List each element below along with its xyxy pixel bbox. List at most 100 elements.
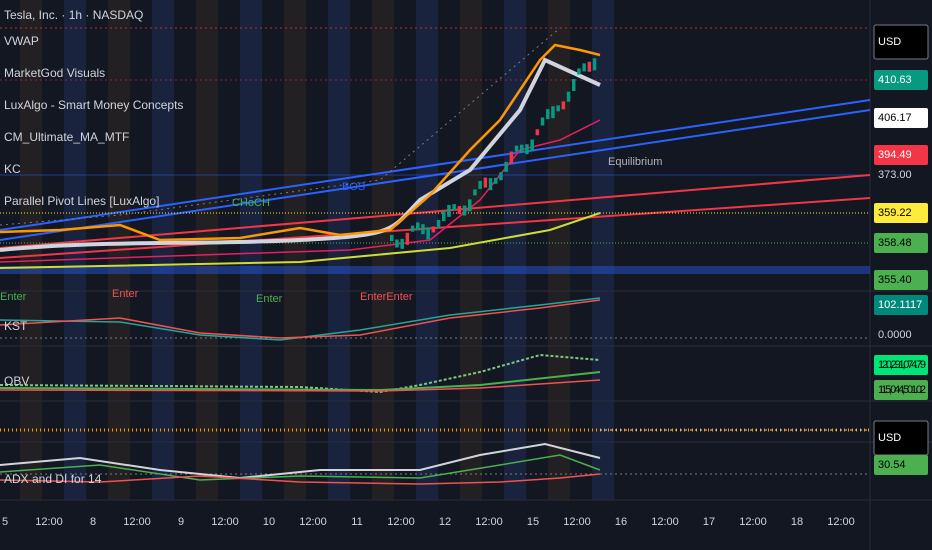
price-tag-box xyxy=(874,325,928,345)
price-tag: 373.00 xyxy=(878,169,912,181)
candle xyxy=(577,68,581,75)
candle xyxy=(566,91,571,102)
price-tag-box xyxy=(873,24,929,60)
legend-label: Parallel Pivot Lines [LuxAlgo] xyxy=(4,194,159,208)
candle xyxy=(457,206,462,215)
candle xyxy=(592,58,597,71)
annotation: Equilibrium xyxy=(608,156,662,168)
candle xyxy=(421,224,425,235)
price-tag: 120,291,074.79 xyxy=(878,359,926,371)
candle xyxy=(478,180,482,189)
time-label: 12:00 xyxy=(35,516,63,528)
price-tag-box xyxy=(874,355,928,375)
price-tag: 406.17 xyxy=(878,112,912,124)
candle xyxy=(520,144,524,153)
candle xyxy=(410,225,415,232)
legend-label: LuxAlgo - Smart Money Concepts xyxy=(4,98,183,112)
candle xyxy=(561,101,566,110)
time-label: 12 xyxy=(439,516,451,528)
pane-label: KST xyxy=(4,319,28,333)
adx-lines xyxy=(0,442,870,485)
indicator-legend: VWAP MarketGod Visuals LuxAlgo - Smart Mon… xyxy=(4,34,183,486)
time-label: 12:00 xyxy=(827,516,855,528)
candle xyxy=(416,222,420,231)
time-label: 11 xyxy=(351,516,362,528)
price-tag-box xyxy=(874,108,928,128)
time-label: 18 xyxy=(791,516,803,528)
candle xyxy=(535,129,540,136)
stripe xyxy=(592,0,614,500)
price-tag-box xyxy=(874,165,928,185)
time-label: 12:00 xyxy=(475,516,503,528)
signal-labels: Enter EnterEnter EnterEnter xyxy=(0,288,413,305)
price-tag-box xyxy=(874,203,928,223)
stripe xyxy=(196,0,218,500)
time-axis: 5 12:00 8 12:00 9 12:00 10 12:00 11 12:00 12 12:00 1… xyxy=(2,516,855,528)
candle xyxy=(400,238,404,249)
stripe xyxy=(504,0,526,500)
price-tag-box xyxy=(874,295,928,315)
candle xyxy=(556,105,560,112)
stripe xyxy=(548,0,570,500)
time-label: 12:00 xyxy=(123,516,151,528)
stripe xyxy=(152,0,174,500)
candle xyxy=(473,189,477,196)
candle xyxy=(483,177,488,188)
price-tag-box xyxy=(874,145,928,165)
price-tag: 0.0000 xyxy=(878,329,912,341)
time-label: 12:00 xyxy=(299,516,327,528)
time-label: 12:00 xyxy=(387,516,415,528)
candle xyxy=(462,205,467,216)
legend-label: KC xyxy=(4,162,21,176)
price-axis: USD 410.63 406.17 394.49 373.00 359.22 358.48 3… xyxy=(873,24,929,475)
stripe xyxy=(372,0,394,500)
candles xyxy=(390,58,597,249)
candle xyxy=(509,151,514,164)
price-tag: 355.40 xyxy=(878,274,912,286)
time-label: 10 xyxy=(263,516,275,528)
annotation: BOS xyxy=(342,181,365,193)
candle xyxy=(405,232,410,245)
pane-label: ADX and DI for 14 xyxy=(4,472,102,486)
candle xyxy=(452,204,456,211)
time-label: 8 xyxy=(90,516,96,528)
candle xyxy=(572,78,576,91)
price-tag: 358.48 xyxy=(878,237,912,249)
time-label: 16 xyxy=(615,516,627,528)
price-tag-box xyxy=(874,455,928,475)
price-tag: 30.54 xyxy=(878,459,906,471)
candle xyxy=(499,172,503,181)
candle xyxy=(395,239,399,248)
enter-label: Enter xyxy=(112,288,139,300)
candle xyxy=(436,220,441,229)
candle xyxy=(582,63,586,72)
price-tag: 115,044,501.02 xyxy=(878,384,926,396)
stripe xyxy=(460,0,482,500)
candle xyxy=(514,145,519,152)
candle xyxy=(431,226,436,233)
legend-label: VWAP xyxy=(4,34,39,48)
legend-label: MarketGod Visuals xyxy=(4,66,105,80)
kst-lines xyxy=(0,297,870,341)
time-label: 15 xyxy=(527,516,539,528)
price-tag-box xyxy=(874,270,928,290)
time-label: 12:00 xyxy=(563,516,591,528)
price-tag-box xyxy=(874,70,928,90)
candle xyxy=(546,109,550,120)
price-tag: 410.63 xyxy=(878,74,912,86)
stripe xyxy=(64,0,86,500)
candle xyxy=(390,235,394,241)
price-tag: USD xyxy=(878,36,901,48)
obv-lines xyxy=(0,353,601,394)
stripe xyxy=(240,0,262,500)
price-tag: 394.49 xyxy=(878,149,912,161)
candle xyxy=(447,204,451,217)
pane-label: OBV xyxy=(4,374,29,388)
stripe xyxy=(20,0,42,500)
enter-label: Enter xyxy=(0,291,27,303)
candle xyxy=(587,61,592,72)
candle xyxy=(442,211,446,222)
legend-label: CM_Ultimate_MA_MTF xyxy=(4,130,129,144)
